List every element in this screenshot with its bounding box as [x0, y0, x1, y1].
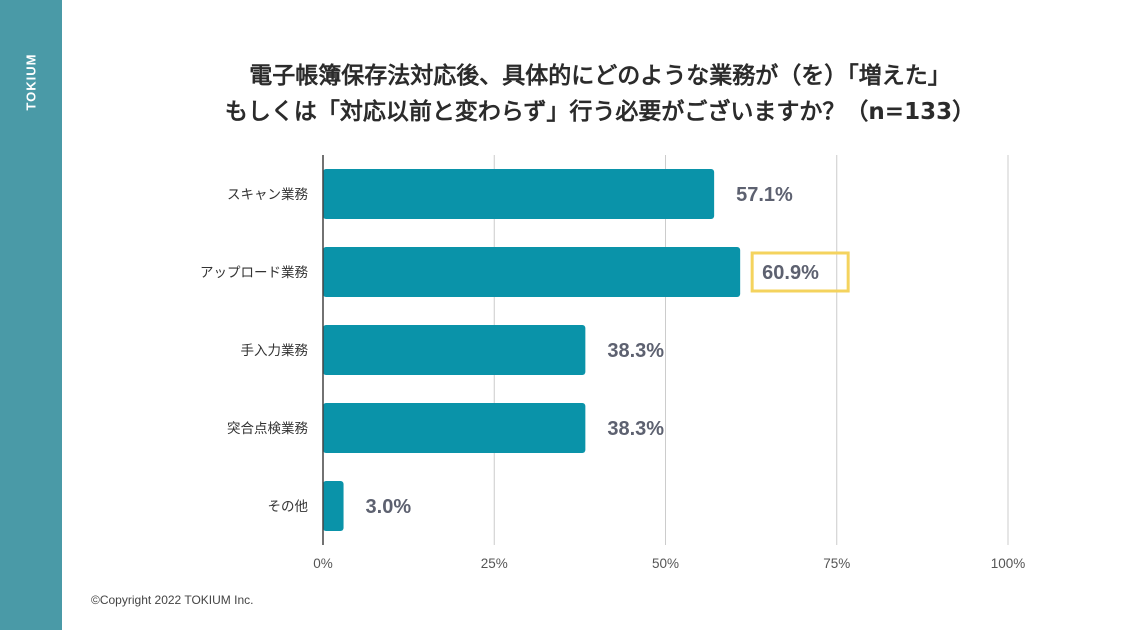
- bar: [323, 247, 741, 297]
- highlight-box: [750, 251, 850, 293]
- value-label: 60.9%: [762, 262, 819, 284]
- copyright-footer: ©Copyright 2022 TOKIUM Inc.: [91, 593, 254, 607]
- category-label: 突合点検業務: [227, 421, 308, 437]
- bar: [323, 169, 715, 219]
- category-label: 手入力業務: [241, 343, 309, 359]
- value-label: 38.3%: [607, 418, 664, 440]
- value-label: 3.0%: [366, 496, 412, 518]
- bar: [323, 325, 586, 375]
- chart-title-line-2: もしくは「対応以前と変わらず」行う必要がございますか？（n=133）: [224, 99, 976, 125]
- x-tick-label: 50%: [652, 556, 679, 571]
- value-label: 57.1%: [736, 184, 793, 206]
- category-label: アップロード業務: [200, 265, 308, 281]
- category-label: その他: [268, 499, 309, 515]
- value-label: 38.3%: [607, 340, 664, 362]
- category-label: スキャン業務: [227, 187, 308, 203]
- x-tick-label: 75%: [823, 556, 850, 571]
- x-tick-label: 0%: [313, 556, 333, 571]
- chart-title-line-1: 電子帳簿保存法対応後、具体的にどのような業務が（を）「増えた」: [249, 63, 951, 89]
- side-band: TOKIUM: [0, 0, 62, 630]
- bar: [323, 403, 586, 453]
- x-tick-label: 100%: [991, 556, 1026, 571]
- bar: [323, 481, 344, 531]
- x-tick-label: 25%: [481, 556, 508, 571]
